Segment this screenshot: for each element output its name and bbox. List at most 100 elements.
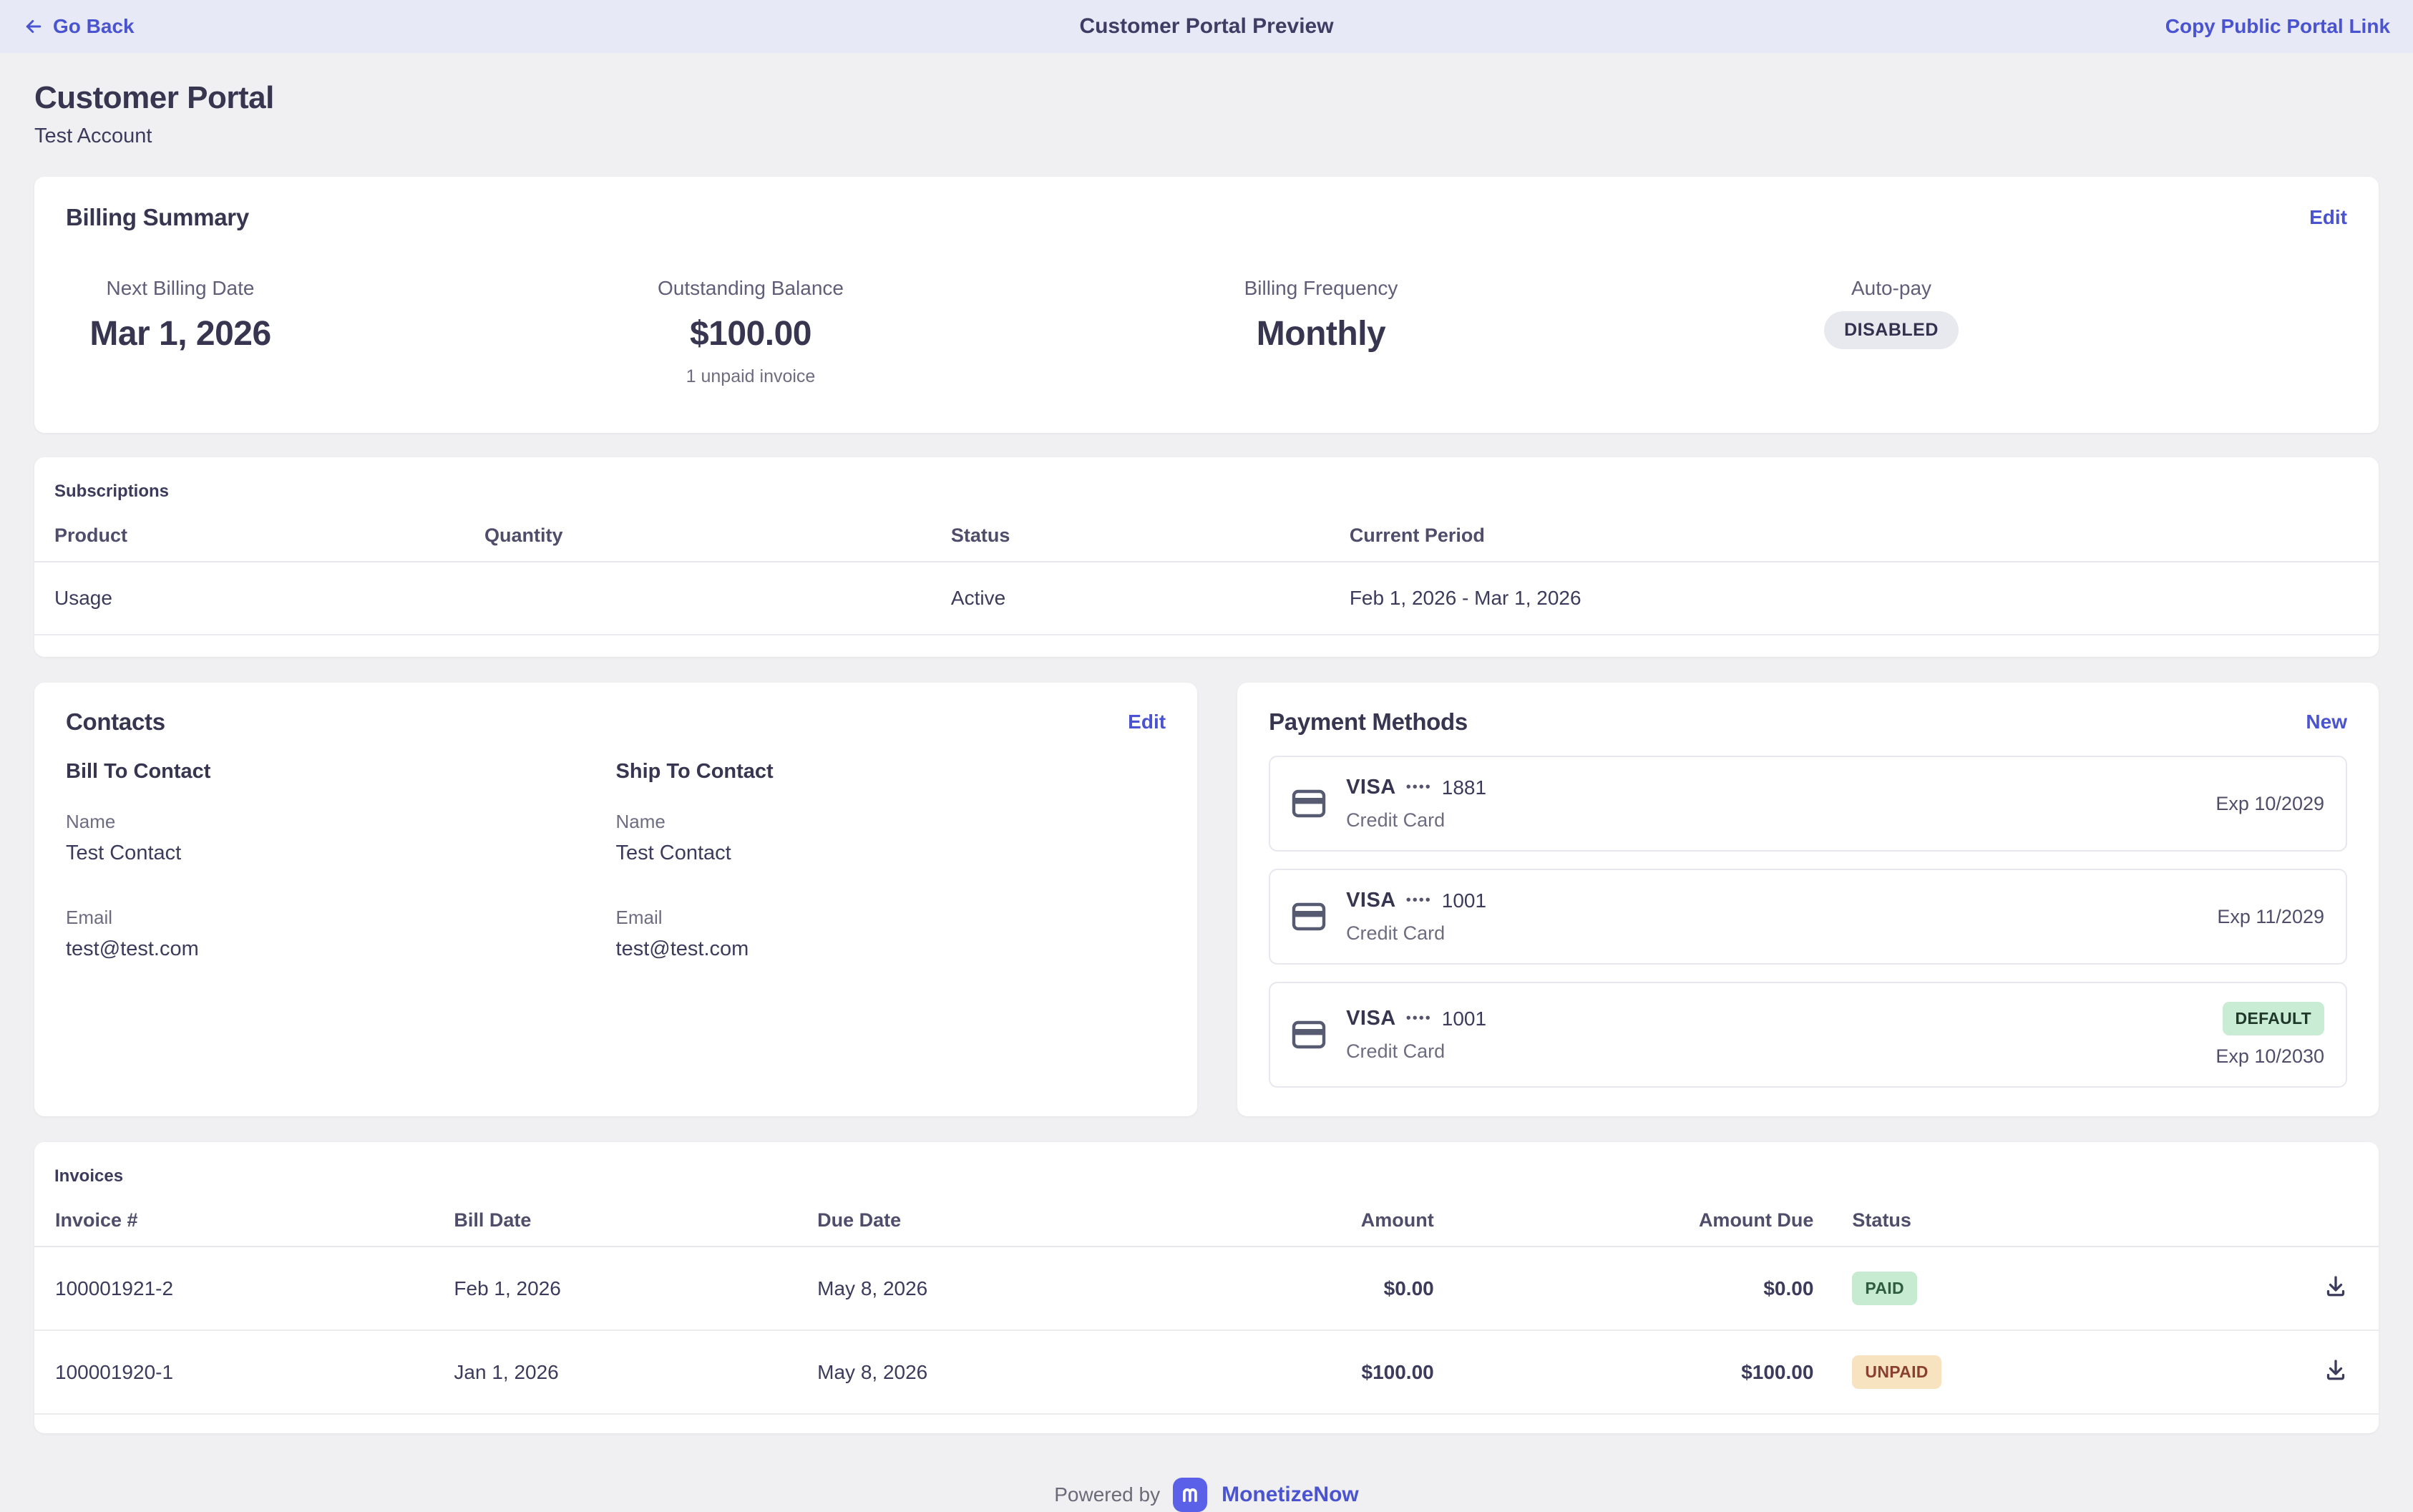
billing-stats: Next Billing Date Mar 1, 2026 Outstandin… — [66, 277, 2347, 387]
payment-method-item[interactable]: VISA •••• 1001 Credit Card Exp 11/2029 — [1269, 869, 2347, 965]
payment-method-item[interactable]: VISA •••• 1881 Credit Card Exp 10/2029 — [1269, 756, 2347, 852]
stat-billing-frequency: Billing Frequency Monthly — [1206, 277, 1435, 387]
ship-to-contact: Ship To Contact Name Test Contact Email … — [616, 760, 1166, 961]
status-badge: UNPAID — [1852, 1355, 1941, 1389]
column-header-status: Status — [950, 512, 1350, 562]
invoice-amount-due: $0.00 — [1433, 1247, 1814, 1331]
table-row: Usage Active Feb 1, 2026 - Mar 1, 2026 — [34, 562, 2379, 635]
unpaid-invoice-note: 1 unpaid invoice — [686, 366, 816, 386]
invoice-amount: $0.00 — [1272, 1247, 1434, 1331]
name-label: Name — [615, 811, 666, 832]
download-invoice-button[interactable] — [2323, 1273, 2349, 1299]
monetizenow-logo-icon — [1173, 1478, 1208, 1512]
billing-summary-edit-button[interactable]: Edit — [2309, 206, 2347, 228]
column-header-current-period: Current Period — [1349, 512, 2379, 562]
topbar: Go Back Customer Portal Preview Copy Pub… — [0, 0, 2413, 53]
autopay-disabled-badge: DISABLED — [1824, 311, 1959, 349]
contacts-edit-button[interactable]: Edit — [1128, 711, 1166, 733]
column-header-amount-due: Amount Due — [1433, 1196, 1814, 1247]
column-header-due-date: Due Date — [817, 1196, 1272, 1247]
card-expiry: Exp 11/2029 — [2217, 905, 2324, 927]
column-header-bill-date: Bill Date — [454, 1196, 818, 1247]
account-name: Test Account — [34, 125, 152, 147]
invoice-due-date: May 8, 2026 — [817, 1330, 1272, 1415]
bill-to-contact: Bill To Contact Name Test Contact Email … — [66, 760, 616, 961]
outstanding-balance-value: $100.00 — [689, 315, 812, 353]
bill-to-name: Test Contact — [66, 842, 182, 864]
go-back-button[interactable]: Go Back — [23, 15, 812, 38]
credit-card-icon — [1292, 789, 1326, 818]
table-row: 100001921-2 Feb 1, 2026 May 8, 2026 $0.0… — [34, 1247, 2379, 1331]
column-header-invoice-number: Invoice # — [34, 1196, 454, 1247]
invoice-due-date: May 8, 2026 — [817, 1247, 1272, 1331]
column-header-product: Product — [34, 512, 484, 562]
subscriptions-card: Subscriptions Product Quantity Status Cu… — [34, 457, 2379, 657]
invoice-bill-date: Feb 1, 2026 — [454, 1247, 818, 1331]
stat-autopay: Auto-pay DISABLED — [1777, 277, 2006, 387]
download-icon — [2323, 1273, 2349, 1299]
email-label: Email — [66, 907, 113, 928]
card-last4: 1001 — [1441, 889, 1487, 912]
subscription-status: Active — [950, 562, 1350, 635]
invoices-table: Invoice # Bill Date Due Date Amount Amou… — [34, 1196, 2379, 1415]
download-icon — [2323, 1357, 2349, 1382]
bill-to-heading: Bill To Contact — [66, 760, 211, 783]
default-badge: DEFAULT — [2222, 1002, 2324, 1035]
subscriptions-title: Subscriptions — [54, 482, 170, 501]
status-badge: PAID — [1852, 1272, 1917, 1305]
next-billing-date-value: Mar 1, 2026 — [89, 315, 271, 353]
page-content: Customer Portal Test Account Billing Sum… — [0, 53, 2413, 1512]
card-mask-dots: •••• — [1405, 1010, 1432, 1026]
ship-to-email: test@test.com — [615, 937, 749, 960]
table-row: 100001920-1 Jan 1, 2026 May 8, 2026 $100… — [34, 1330, 2379, 1415]
card-last4: 1001 — [1441, 1007, 1487, 1030]
column-header-amount: Amount — [1272, 1196, 1434, 1247]
stat-label: Next Billing Date — [106, 277, 255, 299]
payment-methods-title: Payment Methods — [1269, 708, 1468, 735]
contacts-title: Contacts — [66, 708, 165, 735]
name-label: Name — [66, 811, 116, 832]
ship-to-heading: Ship To Contact — [615, 760, 774, 783]
billing-summary-card: Billing Summary Edit Next Billing Date M… — [34, 177, 2379, 433]
card-last4: 1881 — [1441, 776, 1487, 799]
column-header-status: Status — [1813, 1196, 2213, 1247]
payment-method-item[interactable]: VISA •••• 1001 Credit Card DEFAULT Exp 1… — [1269, 982, 2347, 1088]
stat-label: Outstanding Balance — [658, 277, 844, 299]
card-mask-dots: •••• — [1405, 779, 1432, 795]
download-invoice-button[interactable] — [2323, 1357, 2349, 1382]
card-expiry: Exp 10/2029 — [2215, 792, 2324, 814]
email-label: Email — [615, 907, 663, 928]
topbar-title: Customer Portal Preview — [1079, 14, 1334, 38]
go-back-label: Go Back — [53, 15, 135, 37]
copy-public-portal-link-button[interactable]: Copy Public Portal Link — [2165, 15, 2391, 37]
bill-to-email: test@test.com — [66, 937, 199, 960]
payment-method-new-button[interactable]: New — [2306, 711, 2347, 733]
stat-label: Billing Frequency — [1244, 277, 1398, 299]
invoices-title: Invoices — [54, 1166, 124, 1186]
invoice-amount-due: $100.00 — [1433, 1330, 1814, 1415]
invoices-card: Invoices Invoice # Bill Date Due Date Am… — [34, 1142, 2379, 1433]
ship-to-name: Test Contact — [615, 842, 731, 864]
subscriptions-table: Product Quantity Status Current Period U… — [34, 512, 2379, 635]
arrow-left-icon — [23, 16, 44, 37]
monetizenow-brand-link[interactable]: MonetizeNow — [1222, 1483, 1359, 1506]
footer: Powered by MonetizeNow — [34, 1478, 2379, 1512]
stat-next-billing-date: Next Billing Date Mar 1, 2026 — [66, 277, 295, 387]
subscription-quantity — [484, 562, 951, 635]
card-type: Credit Card — [1346, 809, 1446, 831]
column-header-quantity: Quantity — [484, 512, 951, 562]
card-brand: VISA — [1346, 776, 1396, 799]
card-expiry: Exp 10/2030 — [2215, 1045, 2324, 1067]
billing-frequency-value: Monthly — [1256, 315, 1386, 353]
card-type: Credit Card — [1346, 1040, 1446, 1062]
payment-methods-card: Payment Methods New VISA •••• 1881 Credi… — [1237, 683, 2379, 1116]
invoice-amount: $100.00 — [1272, 1330, 1434, 1415]
card-mask-dots: •••• — [1405, 892, 1432, 908]
card-type: Credit Card — [1346, 922, 1446, 944]
credit-card-icon — [1292, 902, 1326, 931]
stat-label: Auto-pay — [1851, 277, 1932, 299]
stat-outstanding-balance: Outstanding Balance $100.00 1 unpaid inv… — [636, 277, 865, 387]
subscription-product: Usage — [34, 562, 484, 635]
powered-by-label: Powered by — [1054, 1483, 1161, 1506]
card-brand: VISA — [1346, 1007, 1396, 1030]
